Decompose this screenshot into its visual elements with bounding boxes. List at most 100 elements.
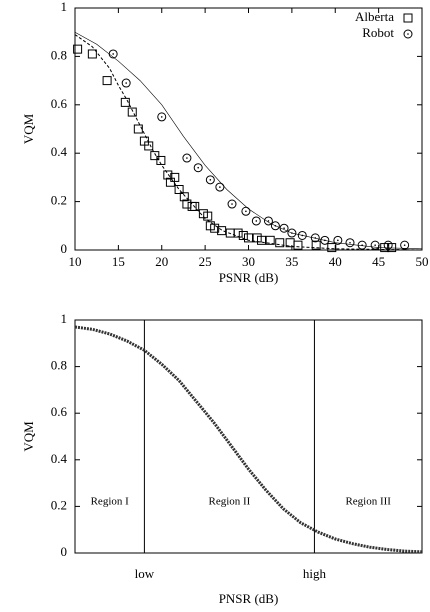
point [215,182,225,192]
point [244,233,253,243]
point [127,107,137,117]
point [263,216,273,226]
x-tick-label: 25 [199,254,212,269]
point-center [283,227,285,230]
y-tick-label: 0 [61,544,68,559]
fit-curve [74,31,423,250]
point [233,228,243,238]
point-center [337,239,339,242]
point [205,175,215,185]
point [238,230,248,240]
point [157,112,167,122]
point [210,223,220,233]
y-tick-label: 0 [61,241,68,256]
y-tick-label: 0.2 [51,193,67,208]
point [241,206,251,216]
point-center [160,116,163,118]
point [120,97,130,107]
y-tick-label: 1 [61,0,68,14]
point [163,170,173,180]
point [310,233,320,243]
point [279,223,289,233]
point [400,240,410,250]
point-center [274,225,277,227]
x-tick-label: 40 [329,254,342,269]
point [333,235,343,245]
legend-marker [403,29,413,39]
y-tick-label: 0.8 [51,358,67,373]
fit-curve [74,34,423,251]
y-tick-label: 0.4 [51,451,68,466]
y-tick-label: 0.6 [51,404,68,419]
point [251,216,261,226]
point-center [197,166,199,169]
point [179,192,189,202]
point [327,243,337,253]
point [311,240,321,250]
x-tick-label: 20 [155,254,168,269]
region-label: Region II [208,495,250,507]
point [102,76,112,86]
y-axis-label: VQM [21,421,36,452]
point-center [374,244,376,246]
point-center [349,241,351,244]
y-tick-label: 0.2 [51,497,67,512]
point-center [387,244,389,246]
point [203,211,213,221]
point [265,235,275,245]
x-tick-label: 30 [242,254,255,269]
point [287,228,297,238]
x-axis-label: PNSR (dB) [219,591,279,606]
region-label: Region I [91,495,130,507]
point [270,221,280,231]
x-tick-label: 45 [372,254,385,269]
point [144,141,154,151]
point-center [314,237,317,239]
point-center [361,244,363,246]
x-tick-label: 15 [112,254,125,269]
point-center [186,157,188,159]
point-center [324,239,326,242]
y-axis-label: VQM [21,113,36,144]
point-center [209,179,212,181]
point [370,240,380,250]
point [87,49,97,59]
y-tick-label: 0.6 [51,96,68,111]
point [257,235,267,245]
point [73,44,83,54]
x-tick-label: 10 [69,254,82,269]
point [275,238,285,248]
point [357,240,367,250]
point [227,199,237,209]
point [170,172,180,182]
point-center [231,203,233,205]
y-tick-label: 0.4 [51,144,68,159]
y-tick-label: 1 [61,311,68,326]
point [297,230,307,240]
legend-label: Robot [362,25,394,40]
region-label: Region III [345,495,391,507]
x-tick-label: 50 [416,254,429,269]
point [156,155,166,165]
point-center [245,210,247,213]
x-tick-label: 35 [285,254,298,269]
point-center [219,186,221,188]
point [182,153,192,163]
legend-label: Alberta [355,9,394,24]
point [121,78,131,88]
point [217,226,227,236]
point [150,151,160,161]
legend-marker [403,13,413,23]
point-center [125,82,127,84]
point [193,163,203,173]
point [108,49,118,59]
plot-frame [74,319,423,554]
x-tick-label: high [303,566,327,581]
point-center [291,232,293,234]
point-center [267,220,270,222]
point-center [301,234,304,237]
point [293,240,303,250]
legend-marker [407,33,409,35]
point [133,124,143,134]
point [345,238,355,248]
